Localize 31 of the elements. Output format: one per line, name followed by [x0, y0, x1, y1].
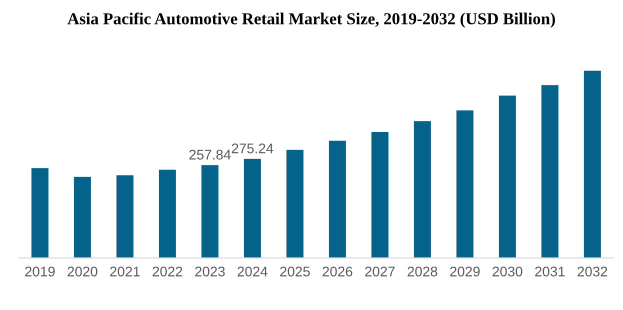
- bar: [456, 110, 474, 258]
- bar: [201, 165, 218, 258]
- bar: [74, 176, 91, 258]
- bar: [498, 96, 516, 258]
- data-label: 275.24: [232, 143, 274, 154]
- bar: [31, 168, 48, 258]
- x-tick-label: 2026: [322, 266, 352, 276]
- chart-title: Asia Pacific Automotive Retail Market Size, 2019-2032 (USD Billion): [67, 12, 555, 28]
- data-label: 257.84: [189, 150, 231, 160]
- bar: [414, 121, 431, 258]
- x-tick-label: 2029: [450, 266, 480, 276]
- x-tick-label: 2032: [578, 266, 608, 276]
- bar: [116, 175, 134, 258]
- x-tick-label: 2021: [110, 266, 140, 276]
- bar: [371, 132, 388, 258]
- bar: [158, 170, 176, 258]
- x-tick-label: 2030: [492, 266, 522, 276]
- bar: [286, 150, 304, 258]
- x-tick-label: 2023: [195, 266, 225, 276]
- bar: [541, 85, 558, 258]
- bar: [244, 158, 261, 258]
- x-tick-label: 2025: [280, 266, 310, 276]
- bar: [328, 140, 346, 258]
- x-tick-label: 2031: [535, 266, 565, 276]
- x-tick-label: 2022: [152, 266, 182, 276]
- x-tick-label: 2020: [68, 266, 98, 276]
- bar: [584, 70, 601, 258]
- x-tick-label: 2024: [238, 266, 268, 276]
- x-tick-label: 2019: [25, 266, 55, 276]
- x-tick-label: 2027: [365, 266, 395, 276]
- x-tick-label: 2028: [408, 266, 438, 276]
